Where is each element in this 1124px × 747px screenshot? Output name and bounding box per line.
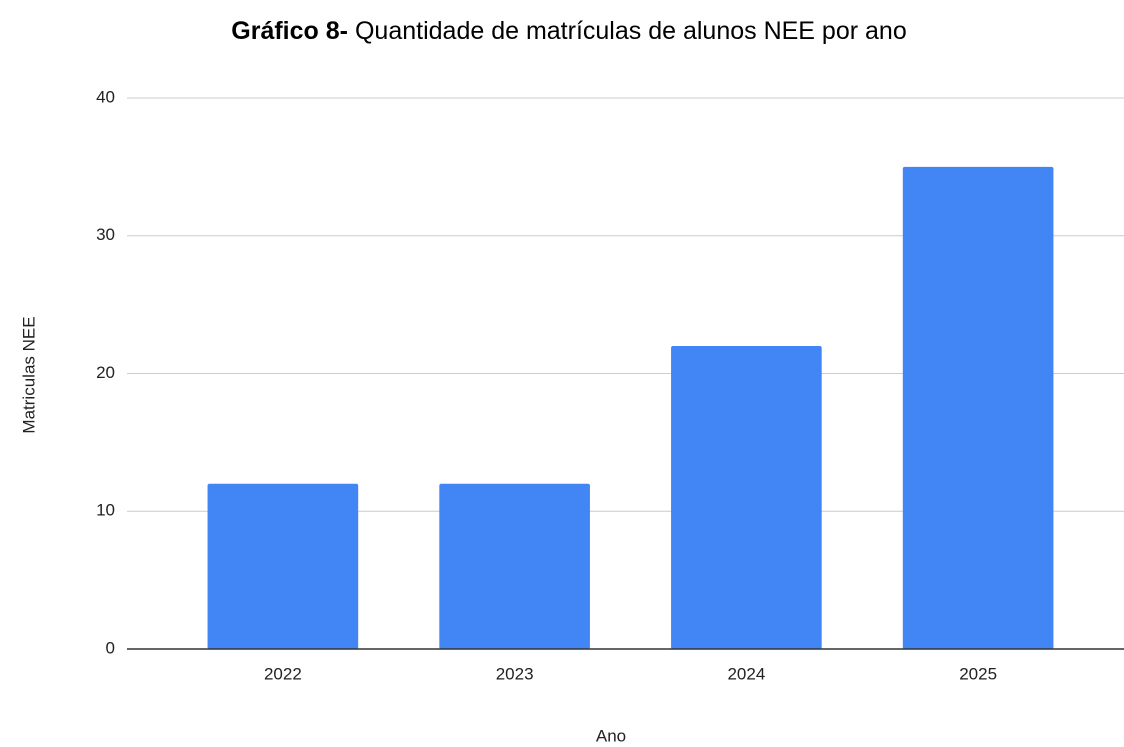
bar bbox=[207, 483, 359, 649]
x-tick-label: 2025 bbox=[959, 664, 997, 683]
y-tick-label: 40 bbox=[96, 87, 115, 106]
bar bbox=[902, 166, 1054, 649]
y-tick-label: 10 bbox=[96, 501, 115, 520]
title-prefix: Gráfico 8- bbox=[231, 17, 348, 45]
y-tick-label: 20 bbox=[96, 363, 115, 382]
bar bbox=[671, 345, 822, 649]
bar bbox=[439, 483, 590, 649]
x-tick-label: 2023 bbox=[496, 664, 534, 683]
y-axis-label: Matriculas NEE bbox=[19, 316, 38, 433]
y-tick-label: 30 bbox=[96, 225, 115, 244]
y-tick-label: 0 bbox=[106, 638, 115, 657]
x-axis-label: Ano bbox=[596, 726, 626, 745]
chart-title: Gráfico 8- Quantidade de matrículas de al… bbox=[231, 17, 906, 45]
x-tick-label: 2022 bbox=[264, 664, 302, 683]
title-text: Quantidade de matrículas de alunos NEE p… bbox=[355, 17, 907, 45]
x-tick-label: 2024 bbox=[727, 664, 765, 683]
